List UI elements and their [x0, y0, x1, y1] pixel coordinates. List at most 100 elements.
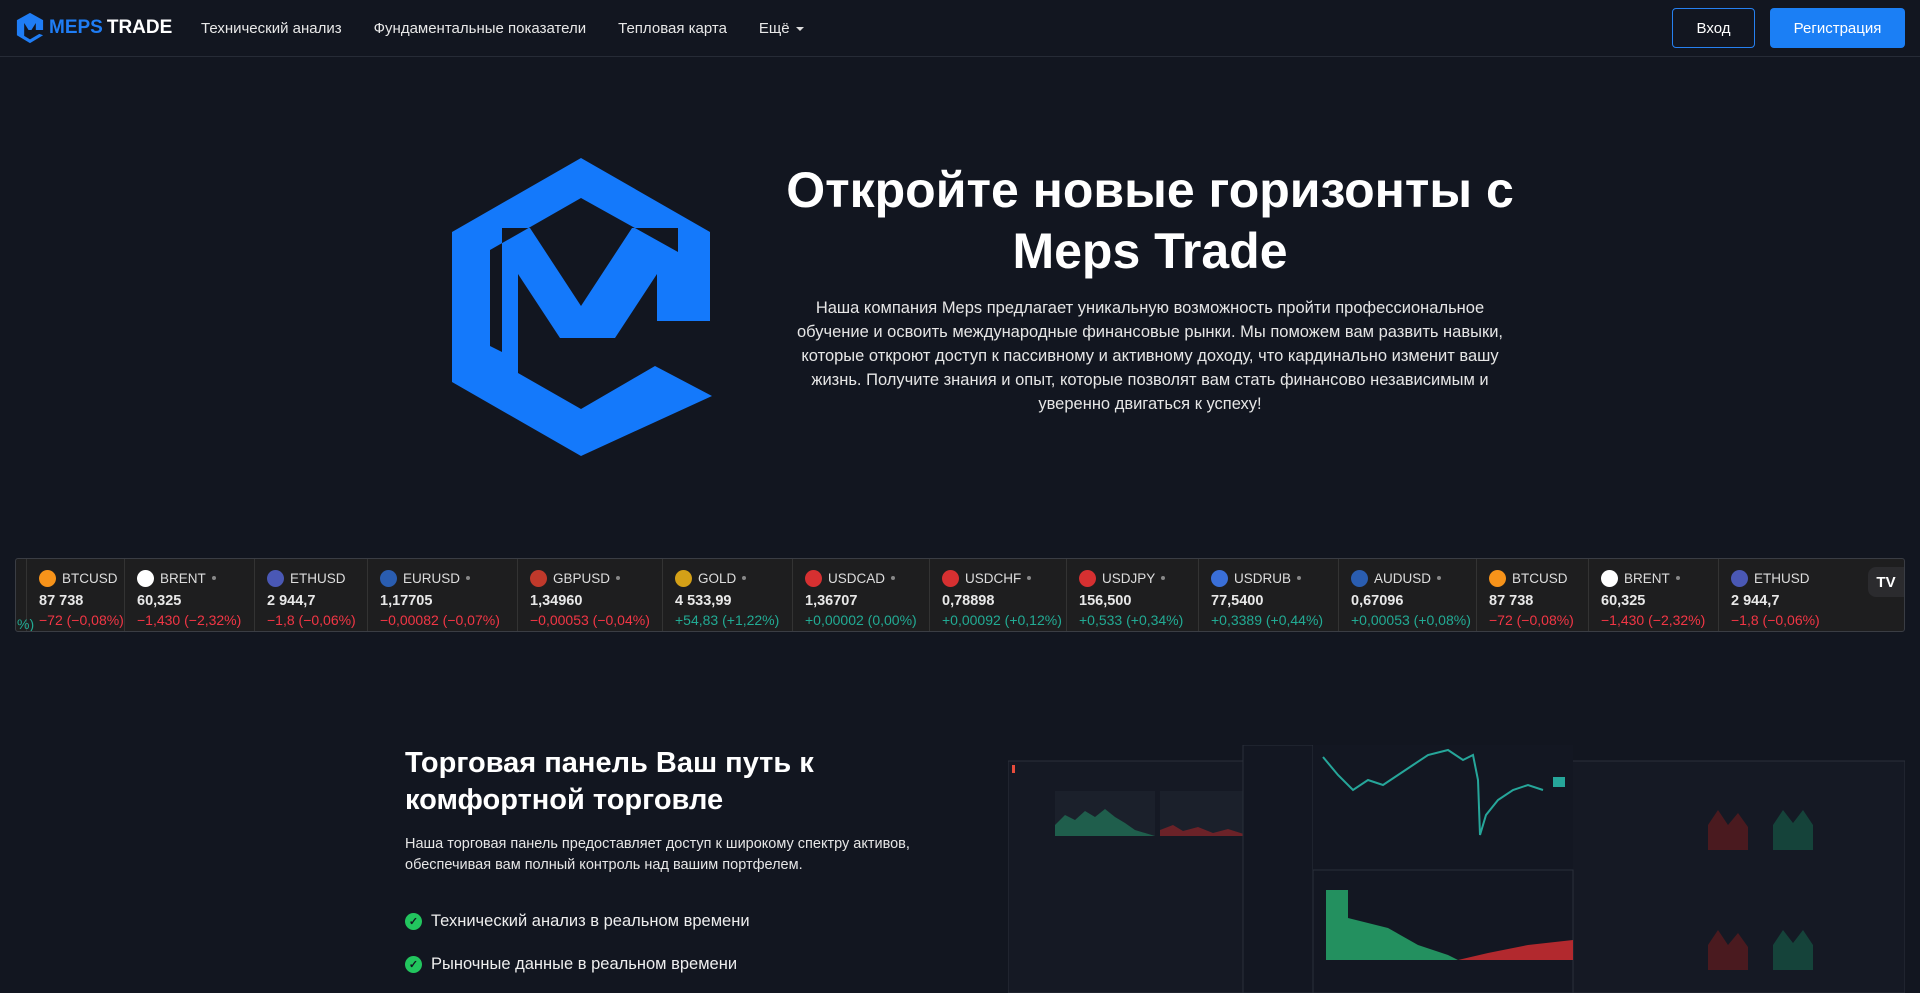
ticker-change: +0,3389 (+0,44%)	[1211, 612, 1324, 628]
market-status-dot	[1027, 576, 1032, 580]
ticker-item[interactable]: GBPUSD 1,34960 −0,00053 (−0,04%)	[517, 559, 662, 631]
ticker-item[interactable]: USDJPY 156,500 +0,533 (+0,34%)	[1066, 559, 1198, 631]
ticker-symbol: EURUSD	[403, 570, 461, 586]
ticker-change: −1,8 (−0,06%)	[267, 612, 356, 628]
ticker-item[interactable]: BTCUSD 87 738 −72 (−0,08%)	[1476, 559, 1588, 631]
nav-more[interactable]: Ещё	[759, 20, 804, 37]
ticker-item[interactable]: %)	[16, 559, 35, 632]
market-status-dot	[616, 576, 621, 580]
ticker-price: 156,500	[1079, 593, 1132, 609]
ticker-change: −0,00082 (−0,07%)	[380, 612, 500, 628]
meps-logo-icon	[16, 12, 44, 44]
hero-logo-icon	[452, 158, 712, 456]
ticker-change: −1,430 (−2,32%)	[1601, 612, 1706, 628]
market-status-dot	[466, 576, 471, 580]
us-jp-flag-icon	[1079, 569, 1096, 587]
login-button[interactable]: Вход	[1672, 8, 1755, 48]
nav-fundamentals[interactable]: Фундаментальные показатели	[373, 20, 587, 37]
ticker-item[interactable]: ETHUSD 2 944,7 −1,8 (−0,06%)	[1718, 559, 1831, 631]
ticker-symbol: USDCAD	[828, 570, 886, 586]
nav-heatmap[interactable]: Тепловая карта	[618, 20, 727, 37]
ticker-item[interactable]: BRENT 60,325 −1,430 (−2,32%)	[124, 559, 254, 631]
ticker-change: +0,533 (+0,34%)	[1079, 612, 1184, 628]
ticker-item[interactable]: GOLD 4 533,99 +54,83 (+1,22%)	[662, 559, 792, 631]
ticker-symbol: BRENT	[1624, 570, 1670, 586]
ticker-change: +0,00053 (+0,08%)	[1351, 612, 1471, 628]
ticker-price: 87 738	[39, 593, 84, 609]
ticker-price: 4 533,99	[675, 593, 732, 609]
ticker-price: 2 944,7	[1731, 593, 1780, 609]
ticker-symbol: BTCUSD	[62, 570, 118, 586]
caret-down-icon	[795, 27, 804, 32]
ticker-price: 1,17705	[380, 593, 433, 609]
ticker-change: −72 (−0,08%)	[1489, 612, 1574, 628]
ticker-symbol: BTCUSD	[1512, 570, 1568, 586]
ticker-price: 1,36707	[805, 593, 858, 609]
market-status-dot	[1161, 576, 1166, 580]
ticker-item[interactable]: USDRUB 77,5400 +0,3389 (+0,44%)	[1198, 559, 1338, 631]
logo[interactable]: MEPS TRADE	[15, 12, 172, 44]
register-button[interactable]: Регистрация	[1770, 8, 1905, 48]
us-ca-flag-icon	[805, 569, 822, 587]
ticker-item[interactable]: USDCAD 1,36707 +0,00002 (0,00%)	[792, 559, 929, 631]
ticker-change: +54,83 (+1,22%)	[675, 612, 780, 628]
ticker-item[interactable]: AUDUSD 0,67096 +0,00053 (+0,08%)	[1338, 559, 1476, 631]
ticker-price: 60,325	[1601, 593, 1646, 609]
check-circle-icon: ✓	[405, 913, 422, 930]
feature-label: Рыночные данные в реальном времени	[431, 955, 738, 973]
ticker-symbol: ETHUSD	[290, 570, 346, 586]
nav-more-label: Ещё	[758, 20, 790, 37]
ticker-price: 87 738	[1489, 593, 1534, 609]
bitcoin-icon	[1489, 569, 1506, 587]
market-status-dot	[1297, 576, 1302, 580]
ticker-symbol: GOLD	[698, 570, 737, 586]
oil-drop-icon	[1601, 569, 1618, 587]
ticker-change: −0,00053 (−0,04%)	[530, 612, 650, 628]
ticker-tape[interactable]: BTCUSD 87 738 −72 (−0,08%) BRENT 60,325 −…	[15, 558, 1905, 632]
market-status-dot	[211, 576, 216, 580]
market-status-dot	[1437, 576, 1442, 580]
check-circle-icon: ✓	[405, 956, 422, 973]
nav-technical-analysis[interactable]: Технический анализ	[201, 20, 342, 37]
top-nav: MEPS TRADE Технический анализ Фундамента…	[0, 0, 1920, 57]
feature-item: ✓ Рыночные данные в реальном времени	[405, 955, 737, 974]
logo-text: TRADE	[106, 17, 173, 38]
ticker-symbol: ETHUSD	[1754, 570, 1810, 586]
us-ch-flag-icon	[942, 569, 959, 587]
oil-drop-icon	[137, 569, 154, 587]
logo-brand-text: MEPS	[49, 17, 103, 38]
feature-label: Технический анализ в реальном времени	[431, 912, 750, 930]
market-status-dot	[891, 576, 896, 580]
market-status-dot	[742, 576, 747, 580]
gb-us-flag-icon	[530, 569, 547, 587]
bitcoin-icon	[39, 569, 56, 587]
ticker-item[interactable]: ETHUSD 2 944,7 −1,8 (−0,06%)	[254, 559, 367, 631]
ticker-price: 1,34960	[530, 593, 583, 609]
ethereum-icon	[1731, 569, 1748, 587]
section-title: Торговая панель Ваш путь к комфортной то…	[405, 747, 814, 816]
ticker-symbol: USDRUB	[1234, 570, 1292, 586]
ticker-item[interactable]: BRENT 60,325 −1,430 (−2,32%)	[1588, 559, 1718, 631]
ticker-change: %)	[17, 616, 35, 632]
ticker-item[interactable]: BTCUSD 87 738 −72 (−0,08%)	[26, 559, 124, 631]
gold-icon	[675, 569, 692, 587]
feature-item: ✓ Технический анализ в реальном времени	[405, 912, 750, 931]
ticker-change: −72 (−0,08%)	[39, 612, 124, 628]
section-description: Наша торговая панель предоставляет досту…	[405, 836, 910, 873]
ticker-change: +0,00002 (0,00%)	[805, 612, 917, 628]
ticker-symbol: BRENT	[160, 570, 206, 586]
tradingview-logo[interactable]: TV	[1868, 567, 1904, 597]
eu-us-flag-icon	[380, 569, 397, 587]
ticker-item[interactable]: EURUSD 1,17705 −0,00082 (−0,07%)	[367, 559, 517, 631]
market-status-dot	[1675, 576, 1680, 580]
ticker-change: +0,00092 (+0,12%)	[942, 612, 1062, 628]
ticker-price: 60,325	[137, 593, 182, 609]
ticker-symbol: AUDUSD	[1374, 570, 1432, 586]
hero-title: Откройте новые горизонты с Meps Trade	[786, 162, 1514, 279]
ticker-item[interactable]: USDCHF 0,78898 +0,00092 (+0,12%)	[929, 559, 1066, 631]
ethereum-icon	[267, 569, 284, 587]
ticker-price: 77,5400	[1211, 593, 1264, 609]
ticker-symbol: GBPUSD	[553, 570, 611, 586]
ticker-price: 2 944,7	[267, 593, 316, 609]
us-ru-flag-icon	[1211, 569, 1228, 587]
